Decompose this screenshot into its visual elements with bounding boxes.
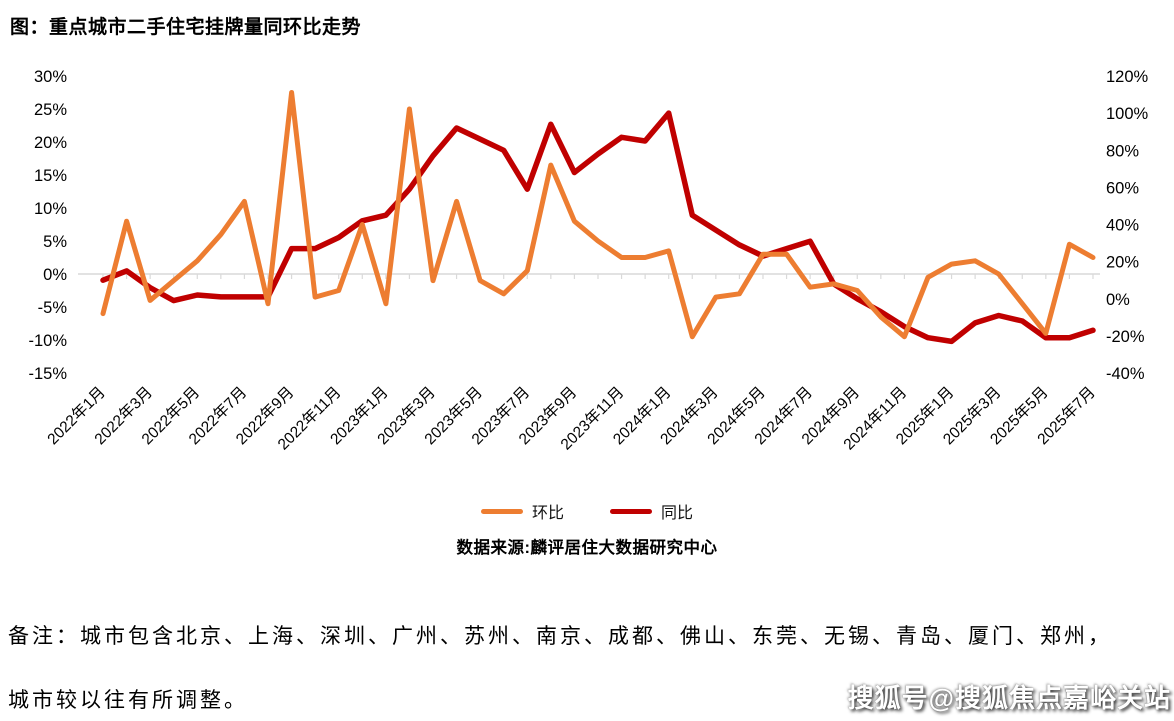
legend-label-yoy: 同比 [661,505,694,522]
svg-text:-15%: -15% [28,365,67,383]
footnote-line-2: 城市较以往有所调整。 [8,688,248,712]
y-axis-left-labels: 30% 25% 20% 15% 10% 5% 0% -5% -10% -15% [28,68,67,383]
chart-title: 图：重点城市二手住宅挂牌量同环比走势 [10,17,362,38]
legend-item-mom: 环比 [480,499,564,523]
svg-text:25%: 25% [34,101,67,119]
y-axis-right-labels: 120% 100% 80% 60% 40% 20% 0% -20% -40% [1106,68,1149,383]
footnote-line-1: 备注：城市包含北京、上海、深圳、广州、苏州、南京、成都、佛山、东莞、无锡、青岛、… [8,624,1112,648]
svg-text:120%: 120% [1106,68,1149,86]
svg-text:15%: 15% [34,167,67,185]
svg-text:30%: 30% [34,68,67,86]
mom-line-swatch [480,508,523,514]
svg-text:40%: 40% [1106,217,1139,235]
legend-label-mom: 环比 [531,505,564,522]
svg-text:5%: 5% [43,233,67,251]
svg-text:-20%: -20% [1106,328,1145,346]
svg-text:0%: 0% [43,266,67,284]
x-axis [78,273,1100,279]
data-source: 数据来源:麟评居住大数据研究中心 [456,539,718,557]
mom-line [100,90,1096,340]
yoy-line-swatch [610,508,652,514]
svg-text:-5%: -5% [38,299,68,317]
line-chart: 30% 25% 20% 15% 10% 5% 0% -5% -10% -15% 120% 100% 80… [28,68,1149,454]
x-axis-labels: 2022年1月2022年3月2022年5月2022年7月2022年9月2022年… [44,383,1099,453]
svg-text:20%: 20% [34,134,67,152]
svg-text:80%: 80% [1106,142,1139,160]
svg-text:-40%: -40% [1106,365,1145,383]
svg-text:60%: 60% [1106,179,1139,197]
legend-item-yoy: 同比 [610,499,693,523]
svg-text:20%: 20% [1106,254,1139,272]
svg-text:100%: 100% [1106,105,1149,123]
watermark: 搜狐号@搜狐焦点嘉峪关站 [847,683,1171,713]
svg-text:0%: 0% [1106,291,1130,309]
svg-text:-10%: -10% [28,332,67,350]
svg-text:10%: 10% [34,200,67,218]
legend: 环比 同比 [0,498,1174,524]
footnote: 备注：城市包含北京、上海、深圳、广州、苏州、南京、成都、佛山、东莞、无锡、青岛、… [8,620,1168,714]
